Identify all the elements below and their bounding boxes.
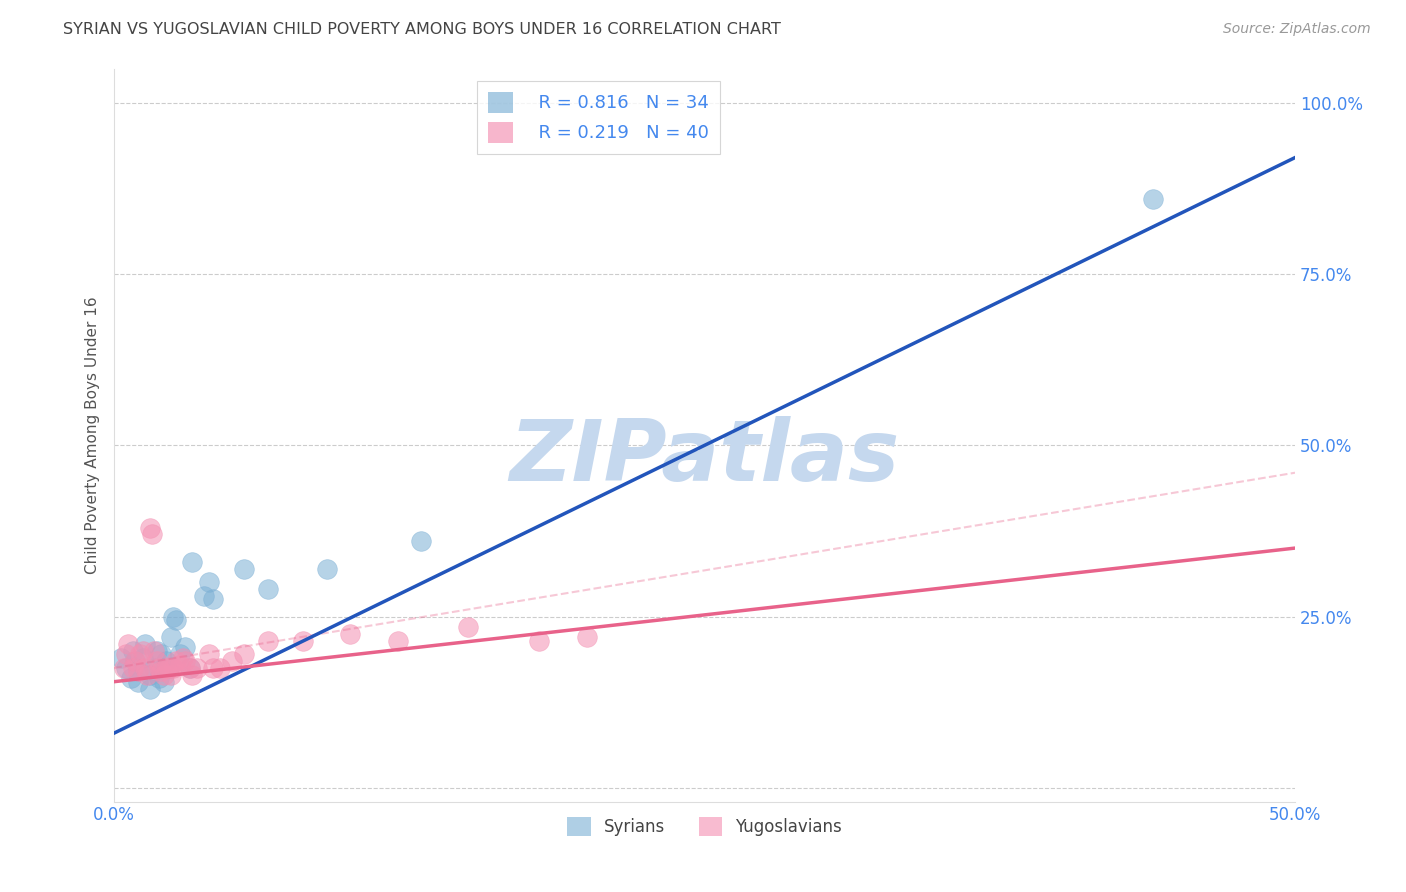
Text: Source: ZipAtlas.com: Source: ZipAtlas.com bbox=[1223, 22, 1371, 37]
Point bbox=[148, 661, 170, 675]
Point bbox=[150, 647, 173, 661]
Point bbox=[256, 582, 278, 597]
Point bbox=[179, 661, 201, 675]
Point bbox=[174, 640, 197, 655]
Point bbox=[162, 661, 184, 675]
Point bbox=[169, 647, 191, 661]
Point bbox=[150, 661, 173, 675]
Point bbox=[181, 555, 204, 569]
Point bbox=[186, 661, 208, 675]
Point bbox=[112, 661, 135, 675]
Point bbox=[145, 654, 167, 668]
Text: ZIPatlas: ZIPatlas bbox=[509, 416, 900, 499]
Point bbox=[127, 665, 149, 679]
Point bbox=[124, 654, 146, 668]
Point bbox=[157, 661, 180, 675]
Point bbox=[134, 637, 156, 651]
Point bbox=[529, 633, 551, 648]
Point bbox=[209, 661, 232, 675]
Point bbox=[148, 671, 170, 685]
Point bbox=[292, 633, 315, 648]
Point bbox=[122, 644, 145, 658]
Point bbox=[155, 661, 177, 675]
Point bbox=[131, 644, 153, 658]
Point bbox=[339, 626, 361, 640]
Point bbox=[160, 630, 183, 644]
Point bbox=[233, 647, 256, 661]
Point bbox=[575, 630, 598, 644]
Y-axis label: Child Poverty Among Boys Under 16: Child Poverty Among Boys Under 16 bbox=[86, 296, 100, 574]
Point bbox=[157, 661, 180, 675]
Point bbox=[202, 661, 225, 675]
Point bbox=[315, 561, 337, 575]
Point bbox=[155, 654, 177, 668]
Point bbox=[138, 668, 160, 682]
Point bbox=[152, 674, 174, 689]
Point bbox=[457, 620, 479, 634]
Point bbox=[411, 534, 433, 549]
Point bbox=[165, 613, 187, 627]
Point bbox=[127, 665, 149, 679]
Point bbox=[124, 654, 146, 668]
Point bbox=[117, 637, 139, 651]
Point bbox=[115, 647, 138, 661]
Point bbox=[143, 644, 166, 658]
Point bbox=[197, 647, 219, 661]
Point bbox=[138, 681, 160, 696]
Point bbox=[122, 661, 145, 675]
Point bbox=[181, 668, 204, 682]
Point bbox=[162, 609, 184, 624]
Point bbox=[1142, 192, 1164, 206]
Point bbox=[127, 674, 149, 689]
Point bbox=[131, 650, 153, 665]
Point bbox=[150, 665, 173, 679]
Point bbox=[193, 589, 215, 603]
Point bbox=[233, 561, 256, 575]
Text: SYRIAN VS YUGOSLAVIAN CHILD POVERTY AMONG BOYS UNDER 16 CORRELATION CHART: SYRIAN VS YUGOSLAVIAN CHILD POVERTY AMON… bbox=[63, 22, 782, 37]
Point bbox=[129, 647, 152, 661]
Point bbox=[172, 650, 194, 665]
Point bbox=[152, 668, 174, 682]
Point bbox=[174, 654, 197, 668]
Point bbox=[202, 592, 225, 607]
Point bbox=[136, 668, 159, 682]
Point bbox=[160, 668, 183, 682]
Point bbox=[134, 661, 156, 675]
Point bbox=[145, 644, 167, 658]
Point bbox=[179, 661, 201, 675]
Point bbox=[169, 657, 191, 672]
Point bbox=[141, 527, 163, 541]
Point bbox=[197, 575, 219, 590]
Point bbox=[221, 654, 243, 668]
Point bbox=[165, 654, 187, 668]
Legend: Syrians, Yugoslavians: Syrians, Yugoslavians bbox=[560, 809, 851, 845]
Point bbox=[115, 661, 138, 675]
Point bbox=[143, 661, 166, 675]
Point bbox=[110, 650, 132, 665]
Point bbox=[256, 633, 278, 648]
Point bbox=[138, 520, 160, 534]
Point bbox=[387, 633, 409, 648]
Point bbox=[120, 671, 142, 685]
